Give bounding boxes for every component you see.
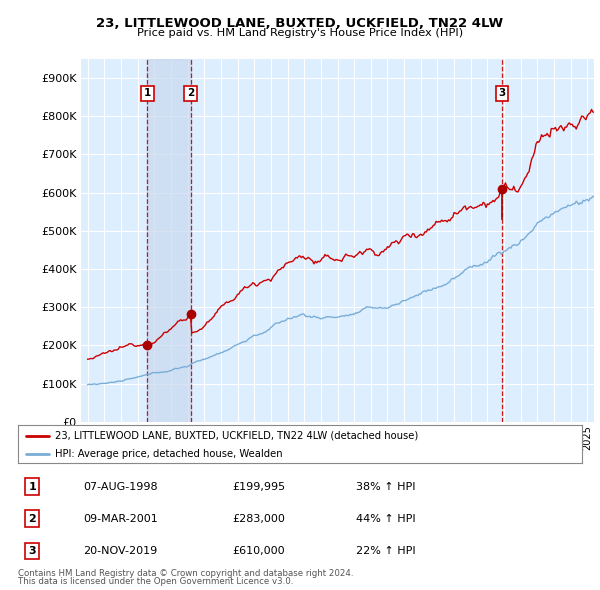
Text: 2: 2 xyxy=(187,88,194,99)
Text: £283,000: £283,000 xyxy=(232,514,285,523)
Text: 2: 2 xyxy=(28,514,36,523)
Text: Contains HM Land Registry data © Crown copyright and database right 2024.: Contains HM Land Registry data © Crown c… xyxy=(18,569,353,578)
Text: HPI: Average price, detached house, Wealden: HPI: Average price, detached house, Weal… xyxy=(55,448,282,458)
Text: Price paid vs. HM Land Registry's House Price Index (HPI): Price paid vs. HM Land Registry's House … xyxy=(137,28,463,38)
Text: 1: 1 xyxy=(143,88,151,99)
Text: 20-NOV-2019: 20-NOV-2019 xyxy=(83,546,157,556)
Text: 3: 3 xyxy=(499,88,506,99)
Text: 07-AUG-1998: 07-AUG-1998 xyxy=(83,481,157,491)
Bar xyxy=(147,59,191,422)
Text: 44% ↑ HPI: 44% ↑ HPI xyxy=(356,514,416,523)
Text: £610,000: £610,000 xyxy=(232,546,285,556)
Text: 3: 3 xyxy=(28,546,36,556)
Text: 1: 1 xyxy=(28,481,36,491)
Text: This data is licensed under the Open Government Licence v3.0.: This data is licensed under the Open Gov… xyxy=(18,577,293,586)
Text: 23, LITTLEWOOD LANE, BUXTED, UCKFIELD, TN22 4LW: 23, LITTLEWOOD LANE, BUXTED, UCKFIELD, T… xyxy=(97,17,503,30)
Text: 23, LITTLEWOOD LANE, BUXTED, UCKFIELD, TN22 4LW (detached house): 23, LITTLEWOOD LANE, BUXTED, UCKFIELD, T… xyxy=(55,431,418,441)
Text: 09-MAR-2001: 09-MAR-2001 xyxy=(83,514,158,523)
Text: 38% ↑ HPI: 38% ↑ HPI xyxy=(356,481,416,491)
Text: £199,995: £199,995 xyxy=(232,481,286,491)
Text: 22% ↑ HPI: 22% ↑ HPI xyxy=(356,546,416,556)
